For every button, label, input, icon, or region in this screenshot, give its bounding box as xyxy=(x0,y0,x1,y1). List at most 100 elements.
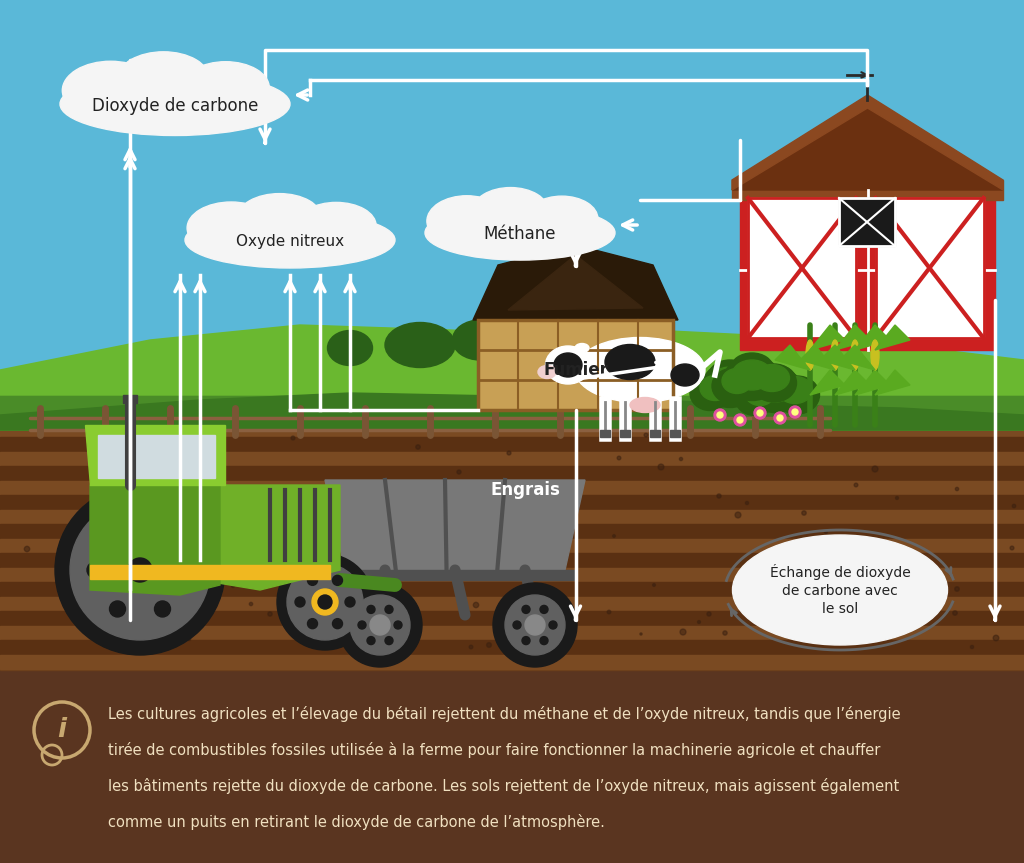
Circle shape xyxy=(540,637,548,645)
Circle shape xyxy=(757,410,763,416)
Circle shape xyxy=(12,422,14,424)
Bar xyxy=(0,524,1024,539)
Circle shape xyxy=(278,554,373,650)
Ellipse shape xyxy=(710,367,750,397)
Ellipse shape xyxy=(831,340,839,370)
Bar xyxy=(839,198,895,246)
Circle shape xyxy=(111,513,114,517)
Circle shape xyxy=(777,415,783,421)
Circle shape xyxy=(416,444,420,450)
Ellipse shape xyxy=(745,381,775,406)
Bar xyxy=(0,437,1024,451)
Bar xyxy=(0,611,1024,626)
Circle shape xyxy=(318,595,332,609)
Circle shape xyxy=(328,614,333,620)
Ellipse shape xyxy=(187,202,275,254)
Polygon shape xyxy=(0,393,1024,430)
Ellipse shape xyxy=(453,320,508,360)
Bar xyxy=(0,510,1024,524)
Circle shape xyxy=(312,589,338,615)
Ellipse shape xyxy=(709,360,751,390)
Bar xyxy=(0,423,1024,437)
Ellipse shape xyxy=(806,340,814,370)
Circle shape xyxy=(79,576,81,579)
Ellipse shape xyxy=(630,398,660,413)
Circle shape xyxy=(177,562,193,578)
Ellipse shape xyxy=(712,369,752,404)
Bar xyxy=(839,198,895,246)
Polygon shape xyxy=(732,100,1002,190)
Circle shape xyxy=(507,451,511,455)
Ellipse shape xyxy=(748,368,803,413)
Circle shape xyxy=(338,583,422,667)
Circle shape xyxy=(385,606,393,614)
Circle shape xyxy=(1013,504,1016,507)
Ellipse shape xyxy=(702,362,758,407)
Ellipse shape xyxy=(722,369,752,394)
Polygon shape xyxy=(508,255,643,310)
Bar xyxy=(0,597,1024,611)
Ellipse shape xyxy=(777,376,812,404)
Circle shape xyxy=(287,564,362,640)
Text: comme un puits en retirant le dioxyde de carbone de l’atmosphère.: comme un puits en retirant le dioxyde de… xyxy=(108,814,605,830)
Bar xyxy=(620,430,630,437)
Circle shape xyxy=(489,570,493,573)
Text: i: i xyxy=(57,717,67,743)
Ellipse shape xyxy=(430,211,610,255)
Circle shape xyxy=(385,414,389,418)
Circle shape xyxy=(607,610,610,614)
Circle shape xyxy=(231,584,234,588)
Ellipse shape xyxy=(774,376,819,414)
Circle shape xyxy=(181,536,184,539)
Circle shape xyxy=(754,407,766,419)
Circle shape xyxy=(55,485,225,655)
Bar xyxy=(0,583,1024,596)
Circle shape xyxy=(774,588,776,590)
Circle shape xyxy=(307,576,317,585)
Ellipse shape xyxy=(182,61,269,114)
Ellipse shape xyxy=(700,375,730,400)
Bar xyxy=(0,568,1024,582)
Circle shape xyxy=(778,575,780,577)
Circle shape xyxy=(788,565,794,571)
Circle shape xyxy=(57,583,59,585)
Bar xyxy=(876,198,983,338)
Bar xyxy=(340,570,575,580)
Circle shape xyxy=(617,457,621,460)
Circle shape xyxy=(87,562,103,578)
Circle shape xyxy=(697,620,700,623)
Polygon shape xyxy=(810,325,845,350)
Bar xyxy=(748,198,856,338)
Circle shape xyxy=(135,493,140,497)
Bar xyxy=(478,320,673,410)
Circle shape xyxy=(644,433,648,437)
Polygon shape xyxy=(835,325,870,350)
Circle shape xyxy=(367,606,375,614)
Circle shape xyxy=(955,488,958,491)
Circle shape xyxy=(103,484,109,488)
Circle shape xyxy=(790,406,801,418)
Polygon shape xyxy=(855,370,890,395)
Circle shape xyxy=(993,635,998,641)
Ellipse shape xyxy=(66,79,285,129)
Ellipse shape xyxy=(605,344,655,380)
Bar xyxy=(0,640,1024,654)
Circle shape xyxy=(737,417,743,423)
Ellipse shape xyxy=(732,371,768,399)
Circle shape xyxy=(394,621,402,629)
Circle shape xyxy=(268,612,272,616)
Ellipse shape xyxy=(238,193,322,242)
Circle shape xyxy=(350,595,410,655)
Bar xyxy=(876,198,983,338)
Text: Dioxyde de carbone: Dioxyde de carbone xyxy=(92,97,258,115)
Circle shape xyxy=(128,558,152,582)
Polygon shape xyxy=(85,425,225,485)
Circle shape xyxy=(110,601,126,617)
Circle shape xyxy=(552,537,554,539)
Circle shape xyxy=(802,511,806,515)
Ellipse shape xyxy=(731,353,773,383)
Circle shape xyxy=(390,619,394,623)
Circle shape xyxy=(385,637,393,645)
Ellipse shape xyxy=(385,323,455,368)
Ellipse shape xyxy=(732,360,772,390)
